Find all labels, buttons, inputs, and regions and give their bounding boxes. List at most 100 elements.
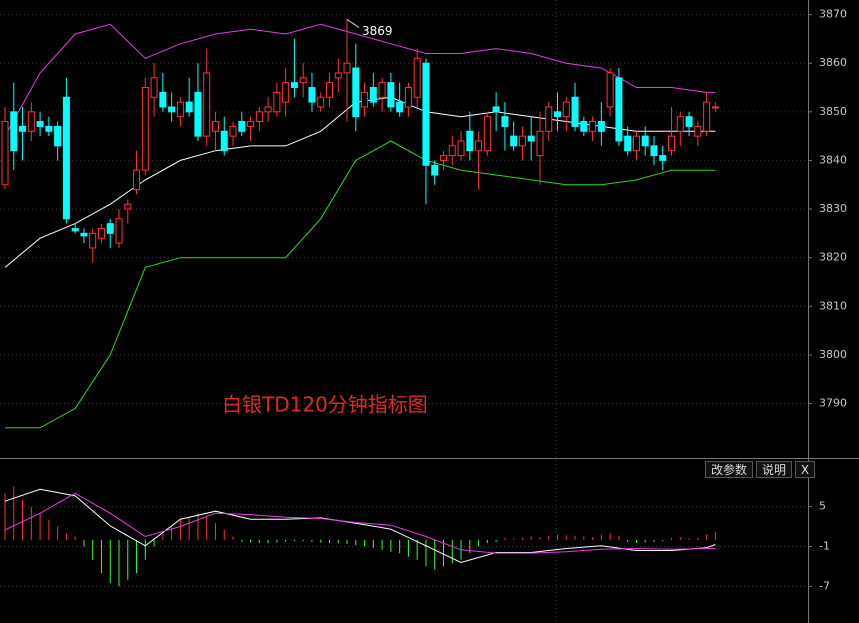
candle-body: [641, 135, 649, 147]
candle-body: [352, 67, 360, 118]
candle-body: [615, 77, 623, 142]
candle-body: [124, 203, 132, 210]
candle-body: [624, 135, 632, 152]
candle-body: [668, 135, 676, 152]
candle-body: [168, 106, 176, 113]
candle-body: [325, 82, 333, 98]
candle-body: [396, 101, 404, 113]
candle-body: [448, 145, 456, 157]
high-label: 3869: [362, 24, 393, 38]
candle-body: [457, 140, 465, 157]
candle-body: [536, 130, 544, 157]
candle-body: [510, 135, 518, 147]
y-tick-label: -7: [819, 579, 830, 592]
candle-body: [404, 87, 412, 108]
y-tick-label: 3810: [819, 299, 847, 312]
candle-body: [387, 82, 395, 108]
candle-body: [650, 145, 658, 157]
candle-body: [711, 106, 719, 109]
candle-body: [422, 62, 430, 166]
y-tick-label: 3790: [819, 397, 847, 410]
candle-body: [229, 125, 237, 137]
candle-body: [150, 77, 158, 98]
y-tick-label: 3840: [819, 153, 847, 166]
candle-body: [413, 57, 421, 98]
candle-body: [378, 82, 386, 98]
candle-body: [597, 121, 605, 132]
candle-body: [54, 125, 62, 147]
candle-body: [238, 121, 246, 132]
candle-body: [703, 101, 711, 132]
candle-body: [19, 125, 27, 132]
candle-body: [185, 101, 193, 113]
candle-body: [299, 77, 307, 84]
candle-body: [133, 169, 141, 191]
candle-body: [632, 135, 640, 152]
y-tick-label: 5: [819, 500, 826, 513]
candle-body: [361, 91, 369, 108]
candle-body: [27, 111, 35, 132]
candle-body: [527, 135, 535, 142]
button[interactable]: 改参数: [705, 461, 753, 478]
candle-body: [676, 116, 684, 132]
candle-body: [475, 140, 483, 152]
line-series: [5, 140, 716, 429]
candle-body: [273, 91, 281, 113]
candle-body: [589, 121, 597, 132]
button[interactable]: 说明: [756, 461, 792, 478]
candle-body: [317, 96, 325, 108]
candle-body: [518, 135, 526, 147]
candle-body: [501, 116, 509, 127]
candle-body: [282, 82, 290, 103]
candle-body: [115, 218, 123, 244]
candle-body: [89, 232, 97, 249]
candle-body: [71, 228, 79, 232]
candle-body: [290, 82, 298, 89]
candle-body: [334, 72, 342, 79]
candle-body: [308, 87, 316, 103]
candle-body: [554, 111, 562, 118]
candle-body: [211, 121, 219, 132]
annotation-leader: [346, 19, 360, 28]
candle-body: [492, 106, 500, 113]
candle-body: [606, 72, 614, 108]
candle-body: [694, 125, 702, 137]
candle-body: [264, 106, 272, 113]
candle-body: [159, 91, 167, 108]
chart-annotation: 白银TD120分钟指标图: [222, 393, 428, 417]
candle-body: [466, 130, 474, 152]
candle-body: [659, 155, 667, 161]
candle-body: [562, 101, 570, 118]
y-tick-label: 3830: [819, 202, 847, 215]
candle-body: [343, 62, 351, 74]
candle-body: [369, 87, 377, 103]
candle-body: [62, 96, 70, 220]
candle-body: [194, 91, 202, 137]
candle-body: [10, 111, 18, 152]
candle-body: [141, 87, 149, 171]
y-tick-label: -1: [819, 539, 830, 552]
candle-body: [176, 101, 184, 118]
y-tick-label: 3850: [819, 105, 847, 118]
candle-body: [80, 232, 88, 237]
candle-body: [106, 223, 114, 234]
candle-body: [1, 121, 9, 186]
candle-body: [255, 111, 263, 123]
candle-body: [440, 155, 447, 161]
line-series: [4, 492, 716, 554]
candle-body: [685, 116, 693, 127]
candle-body: [483, 116, 491, 152]
candle-body: [36, 121, 44, 127]
y-tick-label: 3860: [819, 56, 847, 69]
candle-body: [545, 106, 553, 132]
candle-body: [220, 130, 228, 152]
candle-body: [431, 164, 439, 176]
candle-body: [203, 72, 211, 137]
button[interactable]: X: [795, 461, 815, 478]
candle-body: [247, 121, 255, 127]
candle-body: [571, 96, 579, 127]
candle-body: [97, 228, 105, 239]
